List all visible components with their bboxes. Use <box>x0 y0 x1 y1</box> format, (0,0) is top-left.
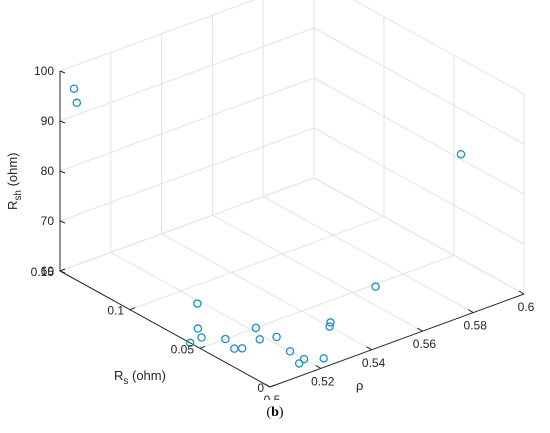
y-tick-label: 0 <box>257 381 264 395</box>
x-axis-label: ρ <box>356 378 363 393</box>
y-tick-mark <box>269 384 276 388</box>
data-point <box>251 323 261 333</box>
grid-line <box>59 127 315 222</box>
x-tick-label: 0.5 <box>264 393 281 400</box>
data-point <box>221 334 230 344</box>
y-tick-label: 0.1 <box>107 304 124 318</box>
grid-line <box>212 214 423 332</box>
grid-line <box>129 216 385 311</box>
grid-line <box>262 196 474 314</box>
data-point <box>230 344 239 353</box>
data-point <box>69 84 79 93</box>
z-tick-mark <box>59 170 66 174</box>
x-tick-mark <box>366 346 372 351</box>
z-tick-label: 60 <box>41 264 55 278</box>
grid-line <box>59 177 315 272</box>
y-tick-mark <box>199 345 206 349</box>
grid-line <box>199 254 455 349</box>
data-point <box>193 299 202 308</box>
grid-line <box>110 251 322 369</box>
z-tick-mark <box>59 120 66 124</box>
x-tick-label: 0.54 <box>362 356 386 370</box>
x-axis-line <box>269 293 525 388</box>
axis-labels: ρ Rs (ohm) Rsh (ohm) <box>5 152 363 393</box>
data-points <box>69 84 466 368</box>
z-tick-label: 90 <box>41 114 55 128</box>
x-tick-mark <box>315 364 322 369</box>
z-tick-label: 80 <box>41 164 55 178</box>
data-point <box>272 332 281 342</box>
data-point <box>285 347 295 356</box>
grid-line <box>313 127 525 245</box>
data-point <box>193 324 203 333</box>
y-tick-label: 0.15 <box>31 265 55 279</box>
data-point <box>456 149 466 159</box>
x-tick-label: 0.52 <box>311 374 335 388</box>
data-point <box>325 322 334 331</box>
y-axis-line <box>59 270 271 388</box>
data-point <box>255 335 264 344</box>
z-tick-label: 100 <box>34 64 54 78</box>
z-tick-mark <box>59 220 66 224</box>
x-tick-label: 0.6 <box>518 300 535 314</box>
data-point <box>185 338 195 348</box>
data-point <box>299 354 309 364</box>
data-point <box>197 333 206 342</box>
grid-line <box>59 77 315 172</box>
y-tick-mark <box>59 268 66 272</box>
y-tick-mark <box>129 307 136 311</box>
grid-line <box>313 77 525 195</box>
grid-line <box>59 27 315 122</box>
y-tick-label: 0.05 <box>171 342 195 356</box>
grid-line <box>352 0 525 95</box>
z-axis-label: Rsh (ohm) <box>5 152 24 210</box>
x-tick-mark <box>518 290 525 295</box>
y-axis-label: Rs (ohm) <box>114 368 166 387</box>
data-point <box>326 318 335 327</box>
grid-line <box>313 27 525 145</box>
grid <box>59 0 525 388</box>
z-tick-mark <box>59 70 66 74</box>
data-point <box>371 282 380 291</box>
x-tick-mark <box>467 309 474 314</box>
x-tick-label: 0.56 <box>413 337 437 351</box>
x-tick-mark <box>264 383 271 388</box>
data-point <box>237 344 247 353</box>
data-point <box>294 359 304 368</box>
grid-line <box>161 233 372 351</box>
grid-line <box>59 0 256 72</box>
data-point <box>319 354 328 363</box>
x-tick-mark <box>417 327 423 332</box>
grid-line <box>313 177 525 295</box>
axes <box>59 70 525 388</box>
z-tick-label: 70 <box>41 214 55 228</box>
x-tick-label: 0.58 <box>464 319 488 333</box>
data-point <box>72 98 82 108</box>
z-tick-mark <box>59 270 66 274</box>
figure-caption: (b) <box>266 405 284 420</box>
